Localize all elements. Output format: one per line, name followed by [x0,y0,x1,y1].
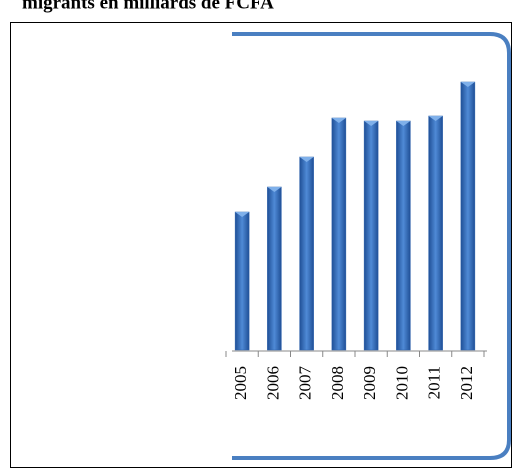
bar [428,115,443,351]
x-tick-label: 2010 [392,366,411,400]
x-tick-label: 2009 [360,366,379,400]
bar [299,156,314,351]
chart-title: migrants en milliards de FCFA [22,0,274,13]
bar-cap [364,121,379,126]
x-tick-label: 2007 [296,366,315,401]
x-tick-label: 2006 [263,366,282,400]
bar-cap [396,121,411,126]
x-tick-label: 2011 [425,366,444,399]
bar [331,117,347,351]
bar [234,211,250,351]
bar-cap [428,116,443,121]
bar-cap [299,157,314,162]
bar-cap [460,82,475,87]
bar-cap [235,212,250,217]
x-tick-label: 2008 [328,366,347,400]
x-tick-label: 2005 [231,366,250,400]
bar-cap [331,118,346,123]
bar [363,120,379,351]
plot-frame [232,32,511,460]
bar [267,186,282,351]
bar [460,81,476,351]
outer-frame [10,22,512,468]
bar [396,120,411,351]
x-tick-label: 2012 [457,366,476,400]
bar-cap [267,187,282,192]
